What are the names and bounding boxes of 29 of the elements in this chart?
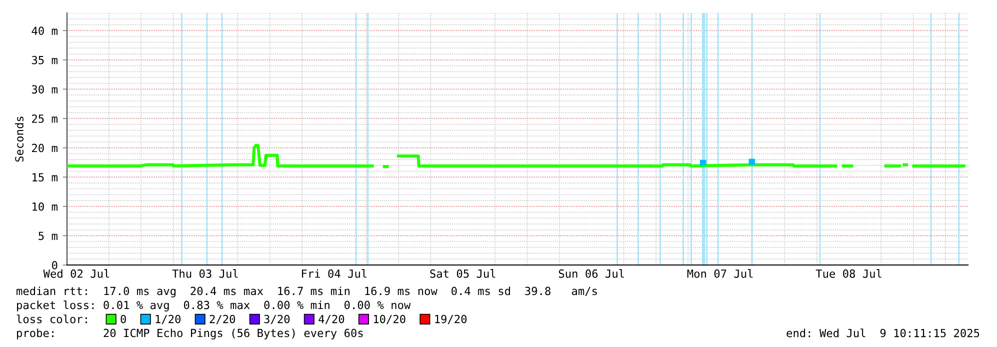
y-tick-label: 5 m <box>38 232 58 240</box>
legend-label: 4/20 <box>318 314 344 324</box>
y-tick-label: 35 m <box>32 56 58 64</box>
y-axis-title: Seconds <box>14 116 24 162</box>
x-tick-label: Tue 08 Jul <box>816 269 882 278</box>
y-tick-label: 20 m <box>32 144 58 152</box>
legend-label: 19/20 <box>435 314 467 324</box>
legend-label: 10/20 <box>374 314 406 324</box>
text: packet loss: 0.01 % avg 0.83 % max 0.00 % min 0.00 % now <box>17 300 411 312</box>
legend-label: 3/20 <box>264 314 290 324</box>
y-tick-label: 0 <box>52 261 58 270</box>
x-tick-label: Fri 04 Jul <box>302 269 367 278</box>
x-tick-label: Thu 03 Jul <box>172 269 238 278</box>
x-tick-label: Mon 07 Jul <box>687 269 753 278</box>
legend-title: loss color: <box>16 314 87 324</box>
y-tick-label: 30 m <box>32 85 58 94</box>
legend-label: 1/20 <box>156 314 181 324</box>
x-tick-label: Wed 02 Jul <box>43 269 110 278</box>
x-tick-label: Sat 05 Jul <box>430 269 496 278</box>
y-tick-label: 10 m <box>32 202 58 211</box>
legend-label: 2/20 <box>210 314 236 324</box>
y-tick-label: 15 m <box>32 173 58 182</box>
y-tick-label: 40 m <box>32 26 58 35</box>
text: probe: 20 ICMP Echo Pings (56 Bytes) every 60s <box>17 328 363 340</box>
x-tick-label: Sun 06 Jul <box>558 269 624 278</box>
y-tick-label: 25 m <box>32 114 58 123</box>
text: median rtt: 17.0 ms avg 20.4 ms max 16.7 ms min 16.9 ms now 0.4 ms sd 39.8 am/s <box>16 286 597 298</box>
legend-label: 0 <box>120 314 126 324</box>
text: end: Wed Jul 9 10:11:15 2025 <box>786 328 980 338</box>
